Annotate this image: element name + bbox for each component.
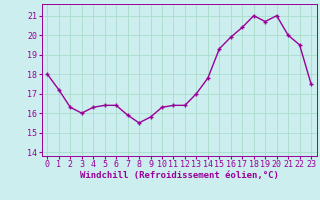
X-axis label: Windchill (Refroidissement éolien,°C): Windchill (Refroidissement éolien,°C)	[80, 171, 279, 180]
